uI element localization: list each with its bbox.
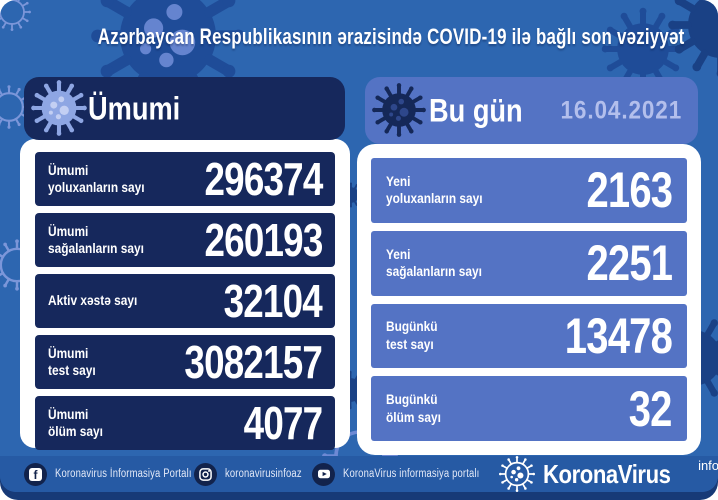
stat-label: Aktiv xəstə sayı bbox=[48, 292, 138, 309]
stat-row-today-tests: Bugünkü test sayı 13478 bbox=[371, 303, 687, 369]
stat-row-today-deaths: Bugünkü ölüm sayı 32 bbox=[371, 376, 687, 441]
totals-panel-header: Ümumi bbox=[24, 77, 345, 140]
stat-value: 13478 bbox=[564, 307, 673, 364]
stat-row-total-recovered: Ümumi sağalanların sayı 260193 bbox=[35, 213, 335, 267]
stat-label: Ümumi yoluxanların sayı bbox=[48, 161, 145, 196]
stat-row-active-cases: Aktiv xəstə sayı 32104 bbox=[35, 274, 335, 328]
instagram-label: koronavirusinfoaz bbox=[225, 468, 302, 480]
instagram-link[interactable]: koronavirusinfoaz bbox=[194, 456, 319, 492]
banner: Azərbaycan Respublikasının ərazisində CO… bbox=[0, 24, 718, 50]
stat-label: Yeni yoluxanların sayı bbox=[386, 172, 483, 207]
stat-value: 296374 bbox=[204, 153, 323, 205]
stat-value: 4077 bbox=[243, 397, 322, 449]
today-panel-header: Bu gün 16.04.2021 bbox=[365, 77, 698, 144]
today-panel: Yeni yoluxanların sayı 2163 Yeni sağalan… bbox=[357, 144, 701, 455]
stat-label: Bugünkü test sayı bbox=[386, 318, 438, 352]
report-date: 16.04.2021 bbox=[560, 96, 682, 124]
stat-value: 260193 bbox=[204, 214, 323, 266]
brand-suffix: info bbox=[698, 457, 718, 473]
banner-title: Azərbaycan Respublikasının ərazisində CO… bbox=[97, 24, 685, 49]
stat-value: 2251 bbox=[586, 235, 673, 292]
virus-dots-icon bbox=[389, 98, 409, 121]
stat-label: Ümumi sağalanların sayı bbox=[48, 222, 144, 257]
stat-row-total-infected: Ümumi yoluxanların sayı 296374 bbox=[35, 152, 335, 206]
brand-text: KoronaVirus bbox=[543, 458, 671, 489]
stat-row-total-deaths: Ümumi ölüm sayı 4077 bbox=[35, 396, 335, 450]
stat-label: Ümumi test sayı bbox=[48, 344, 96, 379]
instagram-icon bbox=[194, 462, 217, 486]
stat-label: Bugünkü ölüm sayı bbox=[386, 391, 441, 425]
youtube-icon bbox=[312, 462, 335, 486]
footer: f Koronavirus İnformasiya Portalı korona… bbox=[0, 455, 718, 492]
stat-value: 3082157 bbox=[184, 336, 322, 388]
stat-label: Ümumi ölüm sayı bbox=[48, 405, 103, 440]
totals-header-label: Ümumi bbox=[88, 90, 181, 126]
stat-value: 32104 bbox=[223, 275, 323, 327]
totals-panel: Ümumi yoluxanların sayı 296374 Ümumi sağ… bbox=[20, 139, 350, 450]
virus-logo-icon bbox=[498, 455, 536, 492]
koronavirus-info-logo[interactable]: KoronaVirus info bbox=[498, 455, 718, 492]
youtube-label: KoronaVirus informasiya portalı bbox=[343, 468, 480, 480]
stat-row-new-recovered: Yeni sağalanların sayı 2251 bbox=[371, 230, 687, 296]
facebook-label: Koronavirus İnformasiya Portalı bbox=[55, 468, 192, 480]
stat-value: 2163 bbox=[586, 162, 673, 219]
virus-dots-icon bbox=[48, 96, 69, 120]
youtube-link[interactable]: KoronaVirus informasiya portalı bbox=[312, 456, 509, 492]
today-header-label: Bu gün bbox=[429, 92, 523, 128]
stat-row-new-infected: Yeni yoluxanların sayı 2163 bbox=[371, 158, 687, 223]
stat-label: Yeni sağalanların sayı bbox=[386, 245, 482, 280]
facebook-link[interactable]: f Koronavirus İnformasiya Portalı bbox=[24, 456, 222, 492]
facebook-icon: f bbox=[24, 462, 47, 486]
stat-row-total-tests: Ümumi test sayı 3082157 bbox=[35, 335, 335, 389]
stat-value: 32 bbox=[629, 380, 673, 437]
